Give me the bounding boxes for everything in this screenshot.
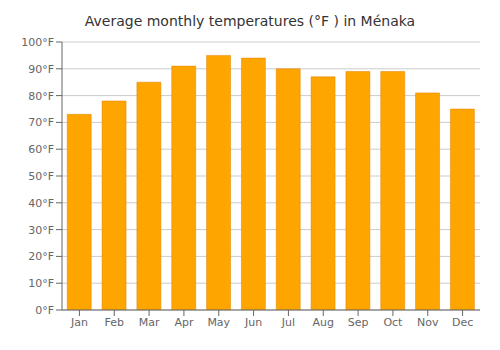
svg-text:Sep: Sep <box>348 316 369 329</box>
svg-text:Oct: Oct <box>383 316 403 329</box>
svg-text:30°F: 30°F <box>28 224 54 237</box>
svg-text:Jun: Jun <box>244 316 262 329</box>
svg-text:60°F: 60°F <box>28 143 54 156</box>
svg-text:Aug: Aug <box>313 316 334 329</box>
svg-text:Mar: Mar <box>139 316 160 329</box>
svg-text:Jan: Jan <box>70 316 88 329</box>
svg-text:Apr: Apr <box>174 316 194 329</box>
svg-text:70°F: 70°F <box>28 116 54 129</box>
svg-text:100°F: 100°F <box>21 36 54 49</box>
svg-text:90°F: 90°F <box>28 63 54 76</box>
html-text:Average monthly temperatures (: Average monthly temperatures (°F ) in Mé… <box>84 13 416 29</box>
svg-text:Jul: Jul <box>281 316 295 329</box>
svg-text:Feb: Feb <box>105 316 124 329</box>
svg-text:50°F: 50°F <box>28 170 54 183</box>
svg-text:20°F: 20°F <box>28 250 54 263</box>
svg-text:Dec: Dec <box>452 316 473 329</box>
svg-text:80°F: 80°F <box>28 90 54 103</box>
svg-text:Nov: Nov <box>417 316 439 329</box>
svg-text:10°F: 10°F <box>28 277 54 290</box>
svg-text:40°F: 40°F <box>28 197 54 210</box>
svg-text:0°F: 0°F <box>35 304 54 317</box>
svg-text:May: May <box>207 316 230 329</box>
